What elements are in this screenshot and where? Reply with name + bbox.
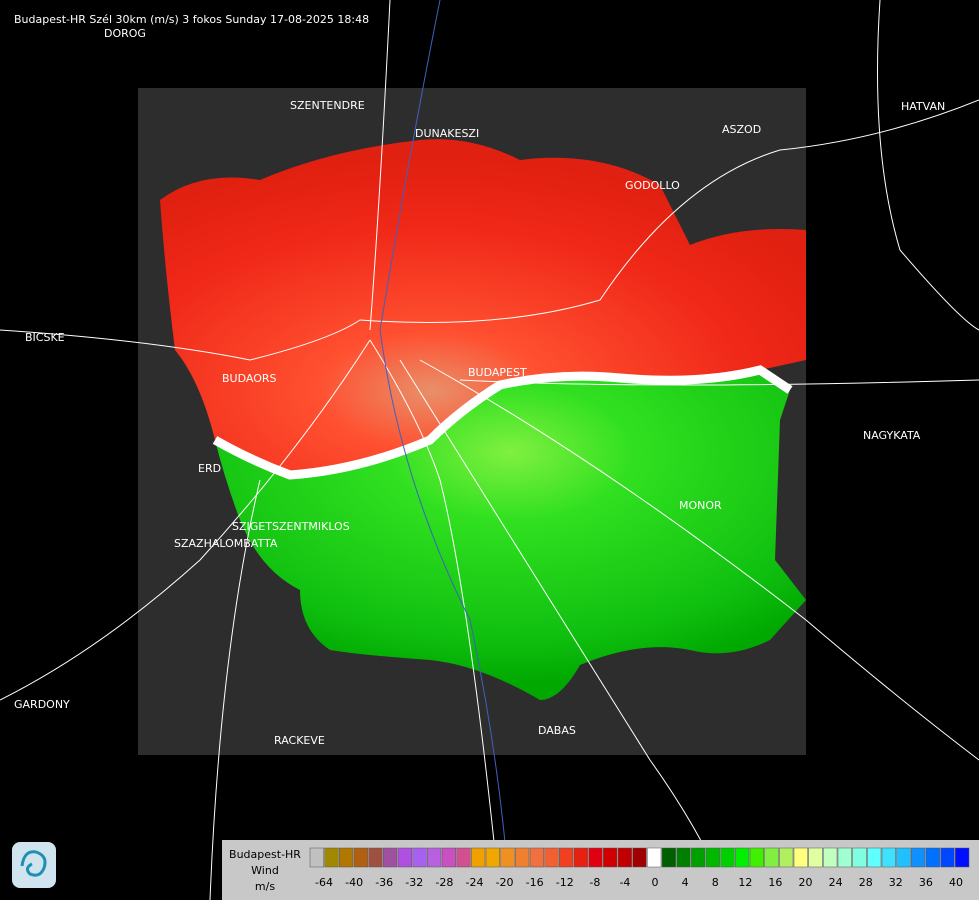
legend-scale: -64 -40 -36 -32 -28 -24 -20 -16 -12 -8 -4 0 4 8 12 16 20… <box>309 847 970 889</box>
legend-swatch <box>735 847 750 868</box>
place-label: NAGYKATA <box>863 429 921 442</box>
legend-swatch <box>368 847 383 868</box>
place-label: SZENTENDRE <box>290 99 365 112</box>
place-label: MONOR <box>679 499 722 512</box>
place-label: HATVAN <box>901 100 945 113</box>
legend-swatch <box>471 847 486 868</box>
legend-swatch <box>441 847 456 868</box>
legend-swatch <box>427 847 442 868</box>
legend-title: Budapest-HR <box>229 848 301 861</box>
legend-swatch <box>647 847 662 868</box>
legend-tick-label: -8 <box>589 876 600 889</box>
legend-swatch <box>749 847 764 868</box>
legend-swatch <box>456 847 471 868</box>
logo <box>12 842 56 888</box>
legend-tick-label: -32 <box>405 876 423 889</box>
place-label: RACKEVE <box>274 734 325 747</box>
legend-swatch <box>793 847 808 868</box>
place-label: BICSKE <box>25 331 65 344</box>
outbound-echo <box>160 139 806 475</box>
legend-tick-label: -28 <box>435 876 453 889</box>
legend-tick-label: -24 <box>465 876 483 889</box>
legend-swatch <box>808 847 823 868</box>
legend-tick-label: 36 <box>919 876 933 889</box>
legend-swatch <box>852 847 867 868</box>
legend-tick-label: 12 <box>738 876 752 889</box>
legend-swatch <box>925 847 940 868</box>
legend-swatch <box>529 847 544 868</box>
place-label: ASZOD <box>722 123 761 136</box>
legend-tick-label: 28 <box>859 876 873 889</box>
legend-swatch <box>603 847 618 868</box>
place-label: GARDONY <box>14 698 70 711</box>
legend-swatch <box>485 847 500 868</box>
legend-swatch <box>412 847 427 868</box>
legend-swatch <box>617 847 632 868</box>
legend-swatch <box>353 847 368 868</box>
legend-tick-label: 16 <box>768 876 782 889</box>
legend-tick-label: 24 <box>829 876 843 889</box>
legend-swatch <box>940 847 955 868</box>
inbound-echo <box>215 370 806 700</box>
legend-swatch <box>632 847 647 868</box>
legend-swatch <box>588 847 603 868</box>
legend-tick-label: 4 <box>682 876 689 889</box>
legend-swatch <box>573 847 588 868</box>
legend-swatch <box>383 847 398 868</box>
legend-swatch <box>676 847 691 868</box>
legend-tick-label: -36 <box>375 876 393 889</box>
legend-subtitle: Wind <box>251 864 279 877</box>
legend-tick-label: -12 <box>556 876 574 889</box>
place-label: DABAS <box>538 724 576 737</box>
legend-swatch <box>309 847 324 868</box>
legend-swatch <box>881 847 896 868</box>
legend-swatch <box>955 847 970 868</box>
place-label: SZIGETSZENTMIKLOS <box>232 520 350 533</box>
legend-swatch <box>500 847 515 868</box>
folding-zone <box>212 365 793 480</box>
legend-swatch <box>837 847 852 868</box>
legend-tick-label: 0 <box>652 876 659 889</box>
legend-tick-label: -16 <box>526 876 544 889</box>
legend-swatch <box>705 847 720 868</box>
legend-tick-label: -64 <box>315 876 333 889</box>
legend-tick-label: 40 <box>949 876 963 889</box>
legend-swatch <box>823 847 838 868</box>
legend-tick-label: 32 <box>889 876 903 889</box>
legend-swatch <box>515 847 530 868</box>
legend-swatch <box>779 847 794 868</box>
legend-swatch <box>397 847 412 868</box>
legend-tick-label: -40 <box>345 876 363 889</box>
legend-swatch <box>691 847 706 868</box>
place-label: ERD <box>198 462 221 475</box>
map-title: Budapest-HR Szél 30km (m/s) 3 fokos Sund… <box>14 13 369 26</box>
place-label: DOROG <box>104 27 146 40</box>
legend-swatch <box>324 847 339 868</box>
legend-tick-label: 20 <box>799 876 813 889</box>
legend-swatch <box>559 847 574 868</box>
place-label: BUDAPEST <box>468 366 527 379</box>
legend-swatch <box>896 847 911 868</box>
place-label: SZAZHALOMBATTA <box>174 537 278 550</box>
legend-swatch <box>764 847 779 868</box>
legend-tick-label: -20 <box>496 876 514 889</box>
legend-swatch <box>661 847 676 868</box>
place-label: BUDAORS <box>222 372 277 385</box>
legend-swatch <box>911 847 926 868</box>
legend-tick-label: -4 <box>619 876 630 889</box>
legend-unit: m/s <box>255 880 275 893</box>
legend-swatch <box>339 847 354 868</box>
place-label: DUNAKESZI <box>415 127 479 140</box>
river <box>379 0 511 900</box>
place-label: GODOLLO <box>625 179 680 192</box>
legend-swatch <box>720 847 735 868</box>
legend-swatch <box>867 847 882 868</box>
legend-tick-label: 8 <box>712 876 719 889</box>
legend-swatch <box>544 847 559 868</box>
